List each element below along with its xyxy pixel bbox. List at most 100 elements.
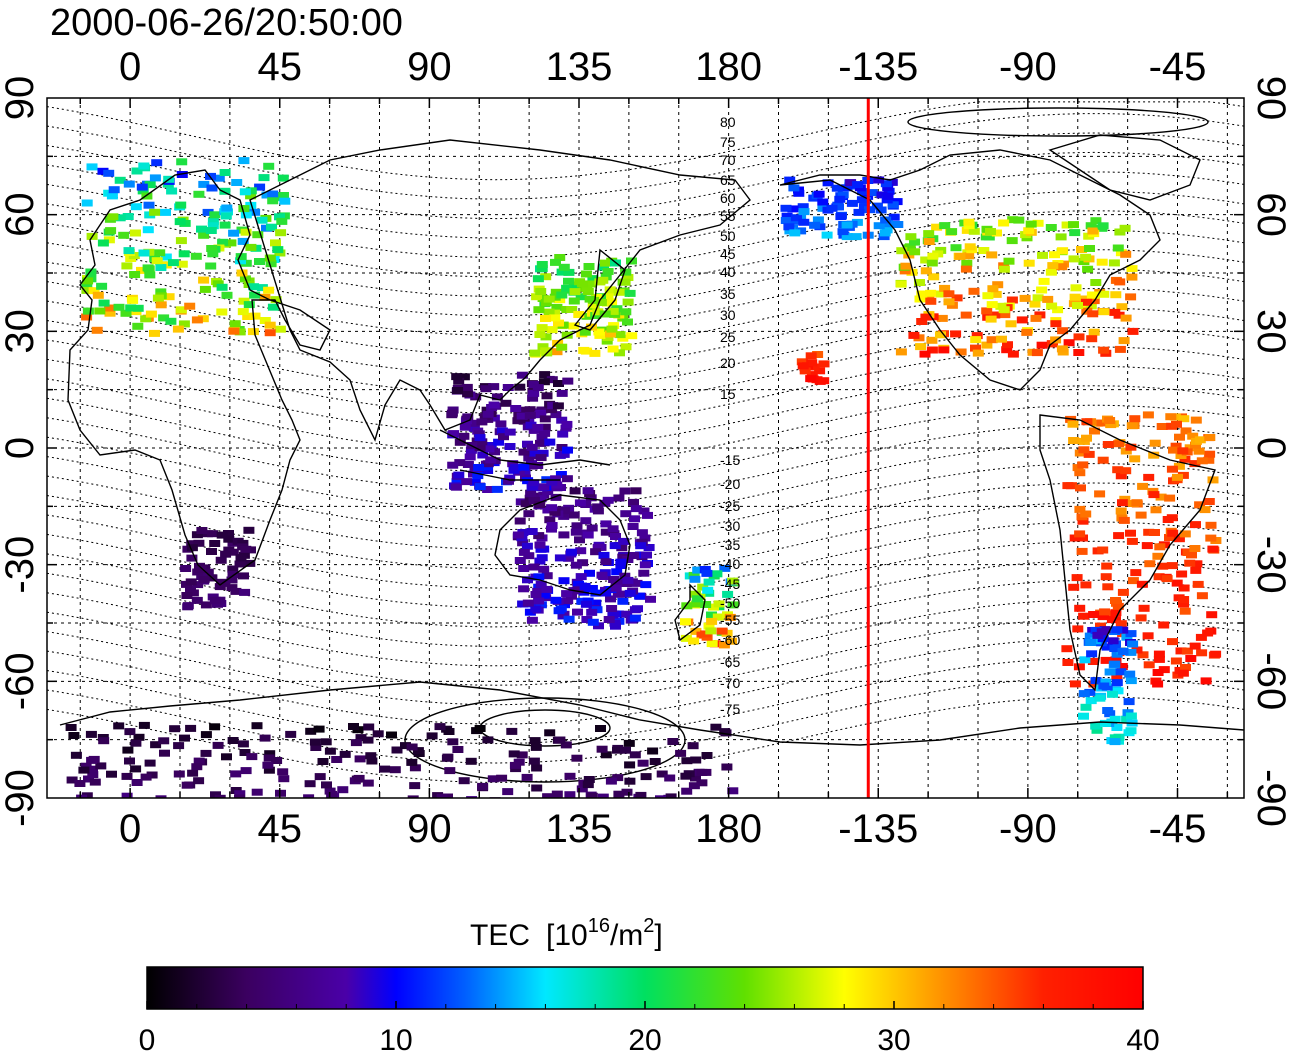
tec-cell [227, 737, 239, 744]
tec-cell [275, 229, 287, 237]
latitude-label-left: -30 [0, 536, 42, 594]
tec-cell [696, 768, 708, 776]
tec-cell [806, 359, 818, 367]
longitude-label-bottom: -45 [1149, 807, 1207, 851]
tec-cell [1182, 549, 1194, 556]
tec-cell [600, 259, 611, 267]
tec-cell [180, 565, 192, 572]
tec-cell [546, 376, 558, 384]
tec-cell [152, 294, 164, 302]
tec-cell [400, 742, 411, 750]
tec-cell [223, 530, 234, 537]
tec-cell [526, 462, 538, 470]
tec-cell [81, 199, 93, 207]
tec-cell [1196, 649, 1208, 657]
tec-cell [488, 401, 500, 409]
tec-cell [1129, 415, 1141, 423]
tec-cell [904, 243, 916, 251]
tec-cell [620, 510, 632, 518]
tec-cell [1161, 575, 1173, 583]
tec-cell [252, 231, 264, 239]
tec-cell [528, 479, 540, 487]
tec-cell [796, 358, 808, 366]
tec-cell [1121, 633, 1133, 641]
tec-cell [1156, 423, 1168, 430]
tec-cell [1092, 631, 1104, 639]
tec-cell [130, 229, 141, 237]
tec-cell [155, 288, 167, 296]
tec-cell [645, 595, 656, 603]
tec-cell [783, 223, 795, 231]
tec-cell [1143, 528, 1155, 536]
tec-cell [938, 346, 950, 354]
magnetic-latitude-label: 30 [720, 307, 736, 323]
tec-cell [581, 285, 593, 293]
tec-cell [614, 349, 625, 357]
tec-cell [1047, 262, 1059, 270]
tec-cell [879, 229, 891, 237]
tec-cell [809, 221, 821, 229]
tec-cell [550, 596, 562, 604]
tec-cell [551, 790, 563, 798]
tec-cell [649, 758, 661, 765]
tec-cell [1126, 537, 1138, 545]
tec-cell [466, 796, 478, 798]
tec-cell [207, 222, 219, 230]
tec-cell [1104, 668, 1116, 676]
tec-cell [1123, 698, 1135, 706]
tec-cell [231, 179, 243, 186]
coastline-greenland [1048, 134, 1201, 201]
tec-cell [482, 486, 494, 493]
tec-cell [1187, 432, 1199, 440]
colorbar: TEC [1016/m2] 0 10 20 30 40 [139, 915, 1160, 1057]
tec-cell [572, 608, 583, 616]
tec-cell [113, 722, 125, 730]
tec-cell [882, 184, 894, 191]
tec-cell [248, 283, 260, 291]
tec-cell [998, 219, 1010, 227]
tec-cell [485, 456, 497, 464]
tec-cell [166, 187, 178, 195]
tec-cell [172, 325, 184, 333]
tec-cell [681, 787, 693, 795]
tec-cell [514, 383, 526, 391]
tec-cell [350, 739, 362, 747]
tec-cell [1098, 346, 1110, 354]
tec-cell [841, 233, 853, 241]
tec-cell [537, 449, 549, 457]
latitude-label-left: -60 [0, 652, 42, 710]
tec-cell [635, 551, 647, 559]
tec-cell [88, 287, 100, 295]
tec-cell [1098, 290, 1110, 298]
tec-cell [909, 238, 920, 246]
tec-cell [605, 777, 617, 785]
tec-cell [1177, 447, 1189, 455]
tec-cell [727, 787, 739, 795]
tec-cell [270, 296, 282, 304]
magnetic-latitude-label: 65 [720, 172, 736, 188]
latitude-label-left: 90 [0, 76, 42, 121]
tec-cell [533, 573, 545, 581]
tec-cell [617, 597, 629, 605]
tec-cell [130, 203, 142, 211]
tec-cell [235, 253, 247, 261]
tec-cell [570, 528, 582, 536]
coastline-japan [573, 248, 626, 331]
tec-cell [1117, 588, 1129, 596]
tec-cell [1099, 608, 1111, 616]
tec-cell [1125, 677, 1137, 685]
tec-cell [943, 290, 955, 298]
tec-cell [990, 290, 1002, 298]
tec-cell [214, 794, 226, 798]
tec-cell [606, 325, 618, 333]
tec-cell [1110, 597, 1121, 604]
tec-cell [574, 536, 585, 544]
tec-cell [1050, 336, 1062, 344]
tec-cell [781, 212, 793, 220]
tec-cell [1090, 626, 1102, 634]
tec-cell [826, 204, 838, 212]
tec-cell [998, 265, 1010, 273]
tec-cell [532, 384, 544, 392]
tec-cell [1037, 251, 1048, 259]
tec-cell [83, 775, 94, 783]
